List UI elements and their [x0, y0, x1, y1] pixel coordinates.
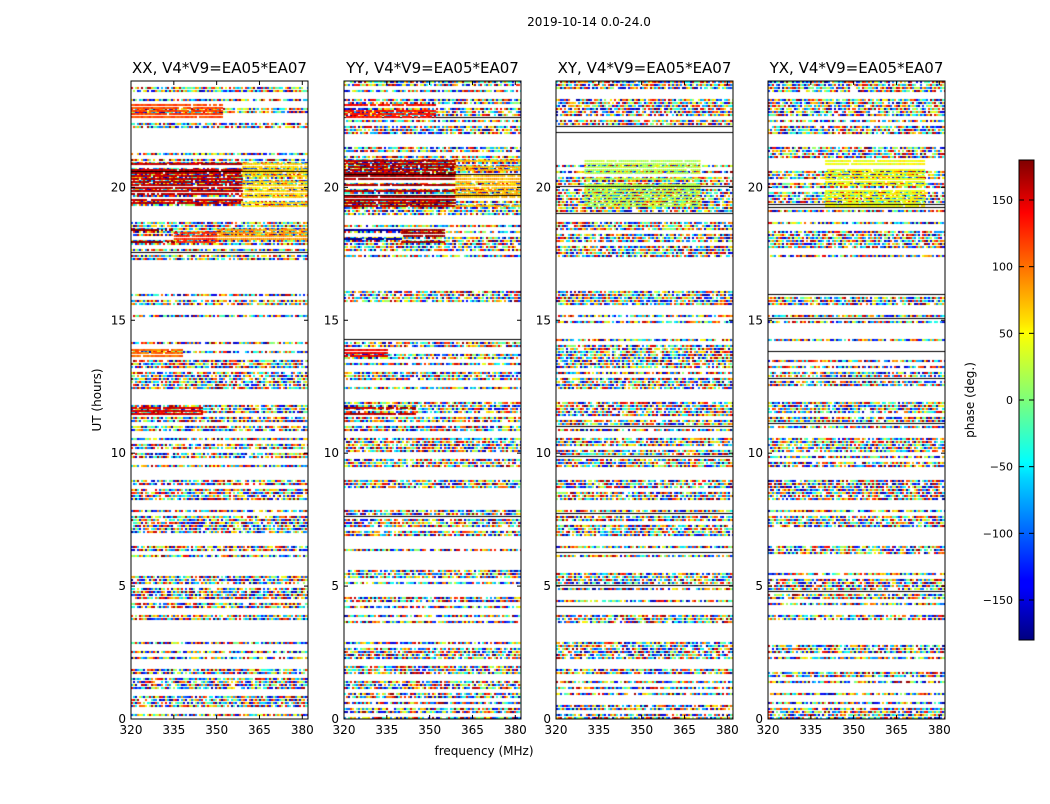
x-tick-label: 320: [120, 723, 143, 737]
colorbar-label: phase (deg.): [963, 362, 977, 438]
y-tick-label: 15: [748, 313, 763, 327]
panel-title: XY, V4*V9=EA05*EA07: [558, 59, 732, 77]
x-tick-label: 335: [799, 723, 822, 737]
y-tick-label: 10: [536, 446, 551, 460]
y-tick-label: 10: [748, 446, 763, 460]
y-tick-label: 15: [324, 313, 339, 327]
panel-frame: [343, 80, 522, 720]
y-tick-label: 5: [543, 579, 551, 593]
y-tick-label: 10: [324, 446, 339, 460]
panel-frame: [130, 80, 309, 720]
colorbar-tick-label: 0: [1006, 394, 1013, 407]
y-tick-label: 0: [543, 712, 551, 726]
y-tick-label: 5: [331, 579, 339, 593]
x-tick-label: 320: [545, 723, 568, 737]
x-tick-label: 365: [673, 723, 696, 737]
y-tick-label: 5: [118, 579, 126, 593]
x-tick-label: 335: [162, 723, 185, 737]
panel-title: YY, V4*V9=EA05*EA07: [345, 59, 519, 77]
y-tick-label: 20: [536, 180, 551, 194]
figure-title: 2019-10-14 0.0-24.0: [527, 15, 651, 29]
colorbar-tick-label: 50: [999, 327, 1013, 340]
y-tick-label: 0: [118, 712, 126, 726]
phase-image: [344, 81, 521, 719]
panel-title: YX, V4*V9=EA05*EA07: [769, 59, 944, 77]
panel-title: XX, V4*V9=EA05*EA07: [132, 59, 307, 77]
x-tick-label: 350: [630, 723, 653, 737]
colorbar-tick-label: −150: [983, 594, 1013, 607]
x-tick-label: 380: [928, 723, 951, 737]
y-tick-label: 20: [111, 180, 126, 194]
phase-image: [131, 81, 308, 719]
y-tick-label: 15: [536, 313, 551, 327]
panel-3: XY, V4*V9=EA05*EA07 320 335 350 365 380 0 5 10 15…: [536, 59, 739, 737]
panel-4: YX, V4*V9=EA05*EA07 320 335 350 365 380 0 5 10 15…: [748, 59, 951, 737]
colorbar-tick-label: −100: [983, 527, 1013, 540]
phase-image: [768, 81, 945, 719]
x-tick-label: 380: [504, 723, 527, 737]
phase-image: [556, 81, 733, 719]
panel-frame: [767, 80, 946, 720]
y-tick-label: 0: [755, 712, 763, 726]
x-tick-label: 335: [587, 723, 610, 737]
x-tick-label: 365: [885, 723, 908, 737]
y-tick-label: 5: [755, 579, 763, 593]
colorbar-tick-label: 100: [992, 261, 1013, 274]
y-tick-label: 10: [111, 446, 126, 460]
x-tick-label: 350: [418, 723, 441, 737]
colorbar-ticks: 150 100 50 0 −50 −100 −150: [983, 194, 1034, 607]
x-tick-label: 380: [716, 723, 739, 737]
colorbar-tick-label: −50: [990, 461, 1013, 474]
x-tick-label: 365: [248, 723, 271, 737]
panel-frame: [555, 80, 734, 720]
x-tick-label: 320: [757, 723, 780, 737]
x-tick-label: 320: [333, 723, 356, 737]
colorbar-tick-label: 150: [992, 194, 1013, 207]
x-tick-label: 350: [842, 723, 865, 737]
panels-group: XX, V4*V9=EA05*EA07 320 335 350 365 380 0 5 10 15…: [111, 59, 951, 737]
y-tick-label: 20: [324, 180, 339, 194]
panel-1: XX, V4*V9=EA05*EA07 320 335 350 365 380 0 5 10 15…: [111, 59, 314, 737]
x-axis-label: frequency (MHz): [434, 744, 533, 758]
colorbar: 150 100 50 0 −50 −100 −150 phase (deg.): [963, 159, 1035, 641]
x-tick-label: 380: [291, 723, 314, 737]
x-tick-label: 350: [205, 723, 228, 737]
y-tick-label: 15: [111, 313, 126, 327]
x-tick-label: 335: [375, 723, 398, 737]
y-tick-label: 0: [331, 712, 339, 726]
x-tick-label: 365: [461, 723, 484, 737]
panel-2: YY, V4*V9=EA05*EA07 320 335 350 365 380 0 5 10 15…: [324, 59, 527, 737]
y-axis-label: UT (hours): [90, 368, 104, 431]
y-tick-label: 20: [748, 180, 763, 194]
